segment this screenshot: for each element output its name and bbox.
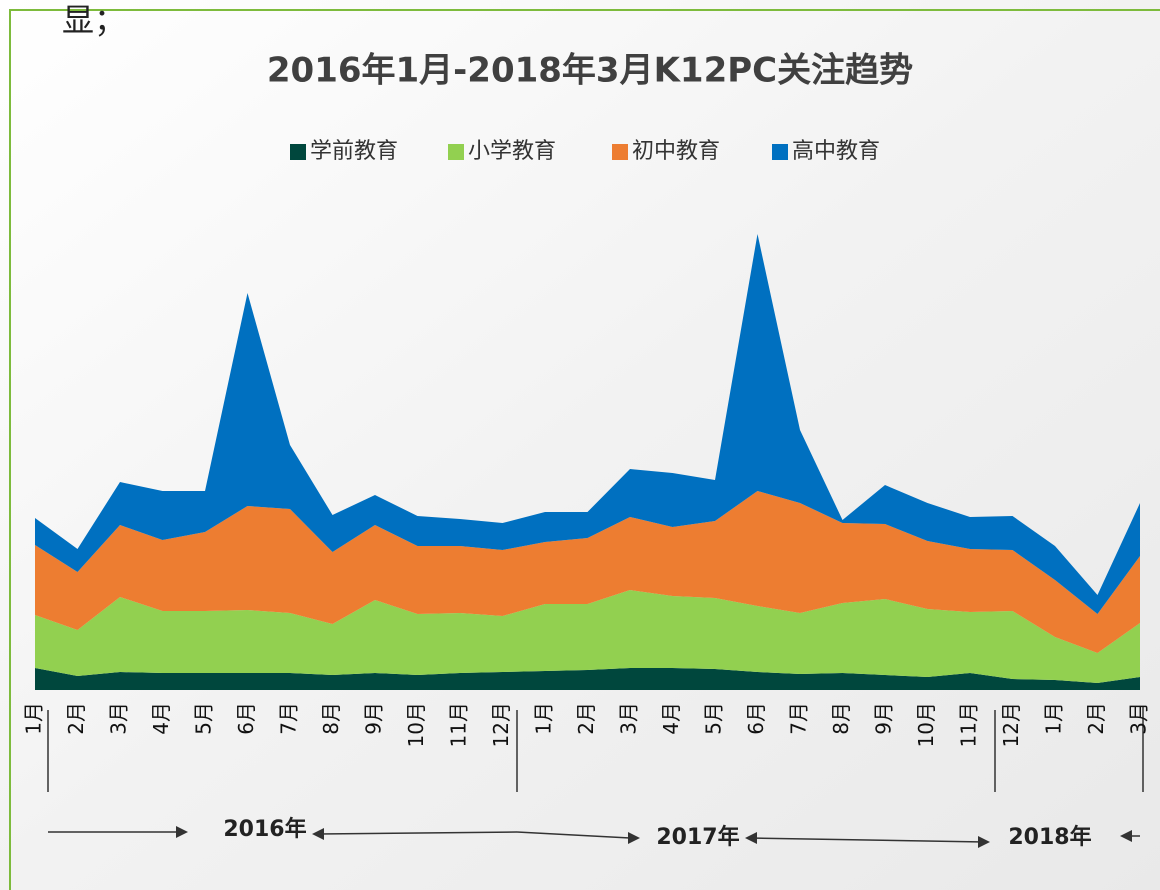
legend-label: 小学教育 (468, 139, 556, 164)
frame (9, 9, 1160, 890)
area (35, 491, 1140, 653)
arrow-heads (176, 826, 1132, 848)
legend-swatch (290, 144, 306, 160)
x-tick-label: 2月 (64, 702, 88, 735)
x-tick-label: 11月 (957, 702, 981, 747)
x-tick-label: 6月 (234, 702, 258, 735)
x-tick-label: 3月 (107, 702, 131, 735)
x-tick-label: 7月 (277, 702, 301, 735)
text-fragment: 显； (62, 1, 126, 39)
x-tick-label: 9月 (362, 702, 386, 735)
x-tick-label: 3月 (617, 702, 641, 735)
x-tick-label: 2月 (574, 702, 598, 735)
x-tick-label: 11月 (447, 702, 471, 747)
x-tick-label: 1月 (1042, 702, 1066, 735)
x-tick-label: 6月 (744, 702, 768, 735)
x-tick-label: 5月 (192, 702, 216, 735)
x-tick-label: 8月 (319, 702, 343, 735)
x-tick-label: 4月 (149, 702, 173, 735)
legend-swatch (448, 144, 464, 160)
x-tick-label: 3月 (1127, 702, 1151, 735)
x-tick-label: 10月 (914, 702, 938, 747)
x-tick-label: 1月 (532, 702, 556, 735)
area (35, 234, 1140, 614)
legend-label: 初中教育 (632, 139, 720, 164)
x-tick-label: 1月 (22, 702, 46, 735)
x-tick-label: 9月 (872, 702, 896, 735)
x-tick-label: 12月 (999, 702, 1023, 747)
x-tick-label: 4月 (659, 702, 683, 735)
legend-label: 学前教育 (310, 139, 398, 164)
year-label: 2016年 (223, 816, 306, 842)
x-tick-label: 5月 (702, 702, 726, 735)
year-brackets (47, 706, 1144, 843)
area (35, 668, 1140, 690)
chart-title: 2016年1月-2018年3月K12PC关注趋势 (267, 51, 913, 91)
area (35, 590, 1140, 683)
year-label: 2017年 (656, 824, 739, 850)
legend-label: 高中教育 (792, 139, 880, 164)
legend-swatch (772, 144, 788, 160)
legend-swatch (612, 144, 628, 160)
x-tick-label: 12月 (489, 702, 513, 747)
x-tick-label: 10月 (404, 702, 428, 747)
x-tick-label: 7月 (787, 702, 811, 735)
year-label: 2018年 (1008, 824, 1091, 850)
x-tick-label: 8月 (829, 702, 853, 735)
x-tick-label: 2月 (1084, 702, 1108, 735)
